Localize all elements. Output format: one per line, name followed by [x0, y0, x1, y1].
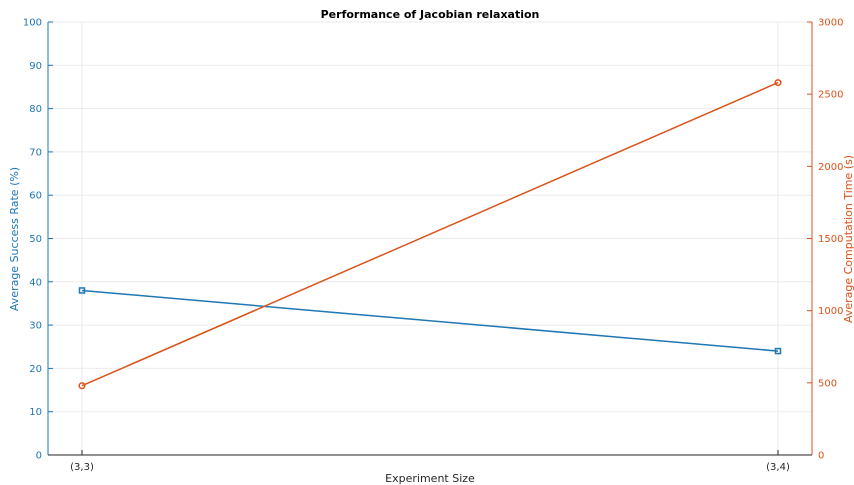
- right-tick-label: 2500: [818, 90, 843, 101]
- x-tick-label: (3,4): [766, 462, 790, 473]
- left-tick-label: 10: [29, 407, 42, 418]
- grid: [48, 21, 812, 456]
- data-point-left: [78, 287, 86, 294]
- left-tick-label: 100: [23, 18, 42, 29]
- right-tick-label: 0: [818, 451, 824, 462]
- data-point-left: [774, 347, 782, 355]
- left-tick-label: 30: [29, 321, 42, 332]
- left-tick-label: 50: [29, 234, 42, 245]
- left-axis: 0 10 20 30 40 50 60 70 80 90 100: [23, 18, 53, 462]
- right-tick-label: 3000: [818, 18, 843, 29]
- series: [78, 79, 782, 390]
- data-point-right: [774, 79, 782, 87]
- left-tick-label: 90: [29, 61, 42, 72]
- right-tick-label: 1500: [818, 234, 843, 245]
- left-tick-label: 0: [36, 451, 42, 462]
- chart-title: Performance of Jacobian relaxation: [321, 8, 540, 21]
- series-line-right: [81, 81, 779, 387]
- right-tick-label: 2000: [818, 162, 843, 173]
- left-tick-label: 70: [29, 147, 42, 158]
- left-tick-label: 80: [29, 104, 42, 115]
- left-tick-label: 40: [29, 277, 42, 288]
- right-axis: 0 500 1000 1500 2000 2500 3000: [807, 18, 843, 462]
- left-axis-label: Average Success Rate (%): [8, 167, 21, 311]
- x-tick-label: (3,3): [70, 462, 94, 473]
- data-point-right: [78, 382, 86, 390]
- series-line-left: [81, 289, 779, 352]
- left-tick-label: 60: [29, 191, 42, 202]
- right-tick-label: 500: [818, 378, 837, 389]
- left-tick-label: 20: [29, 364, 42, 375]
- right-tick-label: 1000: [818, 306, 843, 317]
- x-axis: (3,3) (3,4): [48, 450, 812, 473]
- x-axis-label: Experiment Size: [385, 472, 475, 485]
- right-axis-label: Average Computation Time (s): [842, 155, 854, 323]
